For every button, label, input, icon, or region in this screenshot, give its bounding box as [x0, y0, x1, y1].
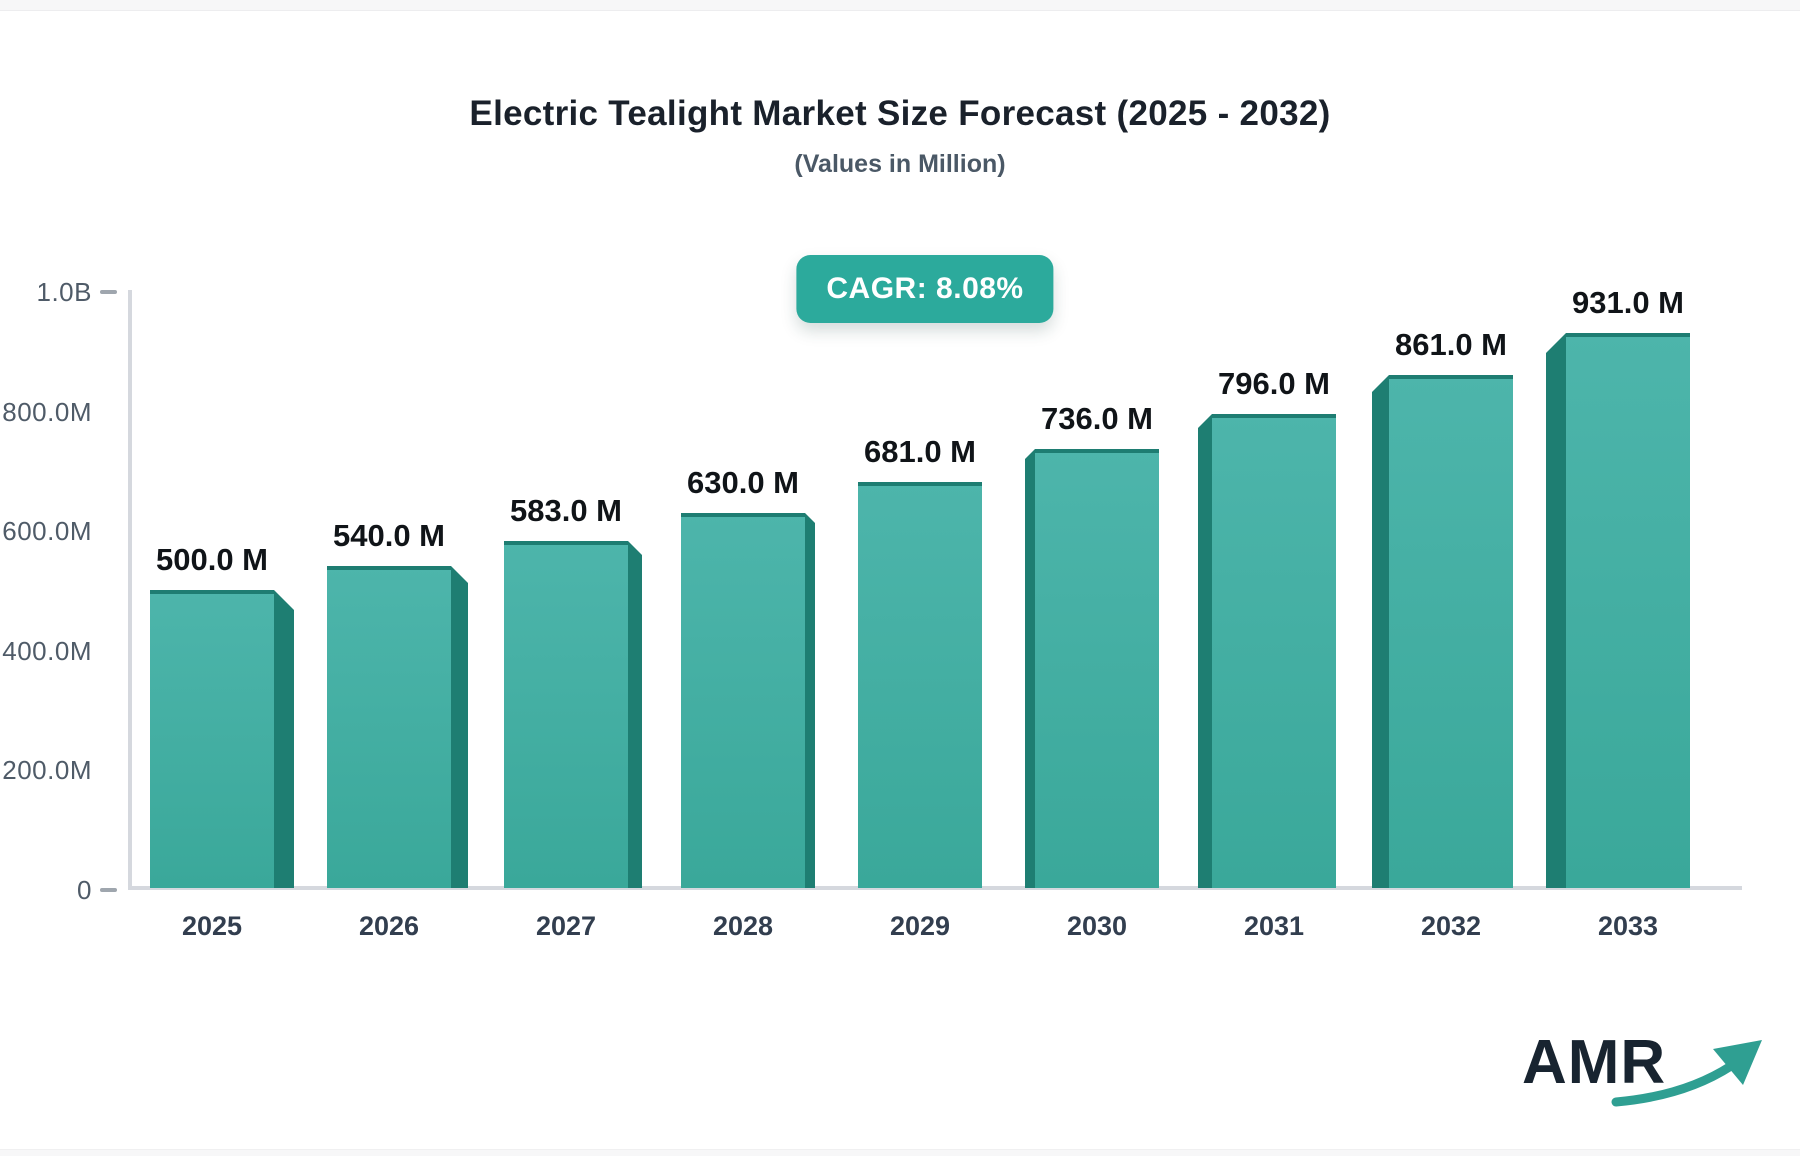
bar-2033 [1566, 333, 1690, 888]
bar-2028 [681, 513, 805, 888]
cagr-badge-label: CAGR: 8.08% [826, 272, 1024, 305]
bar-side-2025 [274, 590, 294, 888]
bar-value-label: 931.0 M [1571, 285, 1684, 320]
bar-2026 [327, 566, 451, 888]
bar-top-edge [504, 541, 628, 545]
bar-value-label: 796.0 M [1217, 366, 1330, 401]
x-tick-label: 2027 [535, 911, 597, 941]
bar-2030 [1035, 449, 1159, 888]
bar-side-2026 [451, 566, 468, 888]
y-tick-label: 200.0M [2, 755, 92, 786]
bar-value-label: 500.0 M [155, 542, 268, 577]
y-tick-label: 400.0M [2, 635, 92, 666]
bar-value-label: 861.0 M [1394, 327, 1507, 362]
x-tick-label: 2025 [181, 911, 243, 941]
amr-logo: AMR [1522, 1030, 1772, 1110]
x-tick-label: 2032 [1420, 911, 1482, 941]
logo-arrow-icon [1611, 1040, 1762, 1107]
bar-side-2027 [628, 541, 642, 888]
bar-2027 [504, 541, 628, 888]
amr-logo-text: AMR [1522, 1028, 1667, 1097]
bar-side-2032 [1372, 375, 1389, 888]
y-tick-label: 0 [77, 875, 92, 905]
x-tick-label: 2029 [889, 911, 951, 941]
bar-top-edge [327, 566, 451, 570]
bar-top-edge [1389, 375, 1513, 379]
bar-side-2031 [1198, 414, 1212, 888]
bar-value-label: 583.0 M [509, 493, 622, 528]
x-axis-line [128, 886, 1742, 890]
bar-value-label: 736.0 M [1040, 401, 1153, 436]
bar-2025 [150, 590, 274, 888]
bar-top-edge [681, 513, 805, 517]
bar-value-label: 630.0 M [686, 465, 799, 500]
y-tick-label: 600.0M [2, 516, 92, 547]
bar-top-edge [1212, 414, 1336, 418]
bar-value-label: 681.0 M [863, 434, 976, 469]
page-bottom-edge [0, 1149, 1800, 1156]
chart-title: Electric Tealight Market Size Forecast (… [469, 94, 1331, 133]
y-tick-dash [100, 290, 117, 294]
x-tick-label: 2028 [712, 911, 774, 941]
y-axis-line [128, 290, 132, 888]
bar-top-edge [1035, 449, 1159, 453]
bar-side-2030 [1025, 449, 1035, 888]
chart-subtitle: (Values in Million) [794, 150, 1006, 178]
y-tick-label: 1.0B [36, 277, 92, 307]
x-tick-label: 2026 [358, 911, 420, 941]
page-top-edge [0, 0, 1800, 11]
x-tick-label: 2033 [1597, 911, 1659, 941]
bar-top-edge [858, 482, 982, 486]
x-tick-label: 2031 [1243, 911, 1305, 941]
bar-2029 [858, 482, 982, 888]
bar-side-2033 [1546, 333, 1566, 888]
bar-2032 [1389, 375, 1513, 888]
bar-value-label: 540.0 M [332, 518, 445, 553]
bar-2031 [1212, 414, 1336, 888]
y-tick-dash [100, 888, 117, 892]
x-tick-label: 2030 [1066, 911, 1128, 941]
bar-top-edge [1566, 333, 1690, 337]
bar-side-2028 [805, 513, 815, 888]
cagr-badge: CAGR: 8.08% [796, 255, 1054, 323]
bar-top-edge [150, 590, 274, 594]
y-tick-label: 800.0M [2, 396, 92, 427]
